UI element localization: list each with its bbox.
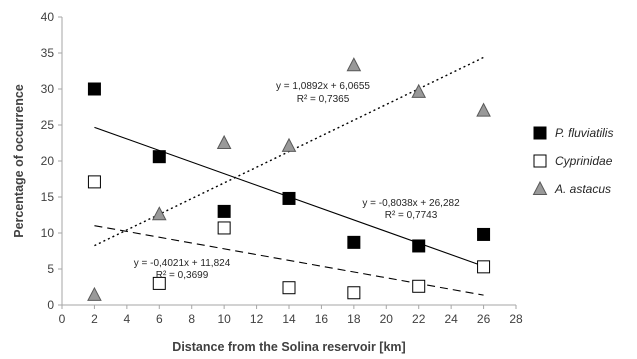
trendline-equation: y = 1,0892x + 6,0655 (276, 81, 370, 92)
data-point (412, 279, 426, 293)
trendline-r-squared: R² = 0,7365 (297, 94, 350, 105)
data-point (347, 235, 361, 249)
data-point (412, 239, 426, 253)
x-tick-label: 6 (156, 312, 163, 326)
data-point (281, 137, 297, 152)
legend-label: A. astacus (554, 182, 611, 196)
y-tick-label: 10 (41, 226, 55, 240)
data-point (217, 221, 231, 235)
x-tick-label: 22 (412, 312, 426, 326)
x-tick-label: 16 (315, 312, 329, 326)
legend-label: Cyprinidae (555, 154, 613, 168)
x-tick-label: 8 (188, 312, 195, 326)
y-tick-label: 0 (47, 298, 54, 312)
x-tick-label: 24 (444, 312, 458, 326)
y-tick-label: 40 (41, 10, 55, 24)
trendline-r-squared: R² = 0,3699 (156, 270, 209, 281)
data-point (282, 281, 296, 295)
data-point (477, 227, 491, 241)
x-tick-label: 18 (347, 312, 361, 326)
y-tick-label: 20 (41, 154, 55, 168)
legend-marker (532, 180, 548, 195)
data-points (87, 57, 491, 301)
x-tick-label: 20 (380, 312, 394, 326)
trendline-r-squared: R² = 0,7743 (385, 210, 438, 221)
x-tick-label: 28 (509, 312, 523, 326)
data-point (87, 175, 101, 189)
data-point (477, 260, 491, 274)
trendline-equation: y = -0,8038x + 26,282 (362, 198, 460, 209)
legend: P. fluviatilis Cyprinidae A. astacus (532, 126, 613, 196)
x-tick-label: 0 (59, 312, 66, 326)
data-point (282, 191, 296, 205)
y-tick-label: 30 (41, 82, 55, 96)
x-tick-label: 26 (477, 312, 491, 326)
y-tick-label: 25 (41, 118, 55, 132)
x-axis-title: Distance from the Solina reservoir [km] (172, 340, 405, 354)
data-point (411, 83, 427, 98)
y-tick-label: 15 (41, 190, 55, 204)
legend-marker (533, 154, 547, 168)
data-point (87, 82, 101, 96)
y-tick-label: 5 (47, 262, 54, 276)
data-point (347, 286, 361, 300)
trendline-equation: y = -0,4021x + 11,824 (134, 258, 231, 269)
data-point (152, 276, 166, 290)
data-point (87, 286, 102, 301)
legend-label: P. fluviatilis (555, 126, 613, 140)
x-tick-label: 12 (250, 312, 264, 326)
x-tick-label: 2 (91, 312, 98, 326)
x-tick-label: 4 (124, 312, 131, 326)
x-tick-label: 10 (217, 312, 231, 326)
y-tick-label: 35 (41, 46, 55, 60)
legend-marker (533, 126, 547, 140)
y-axis-title: Percentage of occurrence (12, 84, 26, 238)
data-point (217, 204, 231, 218)
data-point (346, 57, 362, 72)
data-point (151, 206, 167, 221)
data-point (476, 102, 491, 117)
x-tick-label: 14 (282, 312, 296, 326)
data-point (216, 134, 232, 149)
data-point (152, 150, 166, 164)
